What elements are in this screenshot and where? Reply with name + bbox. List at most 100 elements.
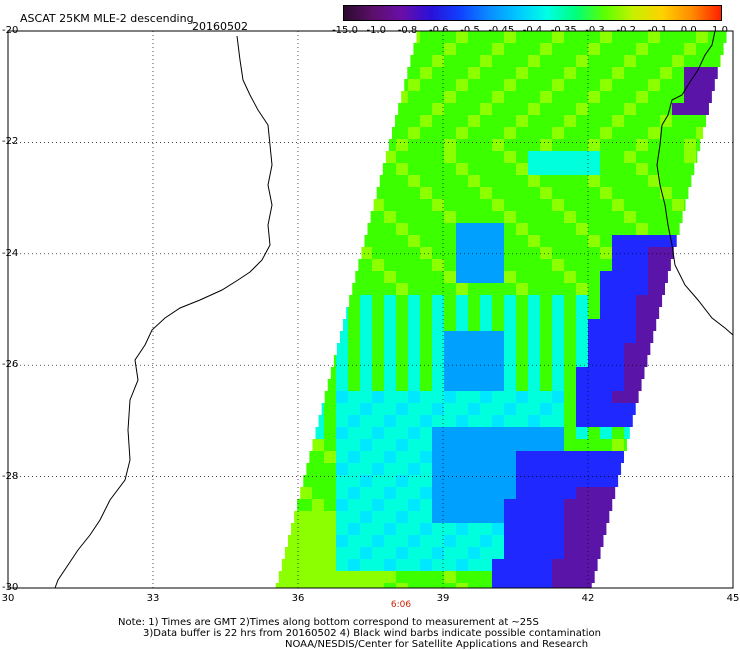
swath-cell: [468, 91, 480, 103]
swath-cell: [564, 451, 576, 463]
swath-cell: [492, 115, 504, 127]
swath-cell: [588, 247, 600, 259]
swath-cell: [444, 295, 456, 307]
product-title: ASCAT 25KM MLE-2 descending: [20, 12, 194, 25]
swath-cell: [432, 559, 444, 571]
swath-cell: [696, 127, 704, 139]
swath-cell: [540, 379, 552, 391]
swath-cell: [348, 475, 360, 487]
swath-cell: [396, 571, 408, 583]
swath-cell: [468, 571, 480, 583]
swath-cell: [492, 547, 504, 559]
swath-cell: [708, 103, 709, 115]
swath-cell: [696, 31, 708, 43]
swath-cell: [432, 247, 444, 259]
swath-cell: [456, 187, 468, 199]
swath-cell: [600, 319, 612, 331]
swath-cell: [564, 559, 576, 571]
swath-cell: [492, 211, 504, 223]
swath-cell: [600, 235, 612, 247]
swath-cell: [600, 307, 612, 319]
swath-cell: [588, 31, 600, 43]
swath-cell: [672, 199, 684, 211]
swath-cell: [396, 235, 408, 247]
swath-cell: [420, 499, 432, 511]
swath-cell: [516, 319, 528, 331]
swath-cell: [408, 355, 420, 367]
swath-cell: [372, 271, 384, 283]
swath-cell: [564, 79, 576, 91]
swath-cell: [588, 355, 600, 367]
swath-cell: [588, 271, 600, 283]
swath-cell: [396, 439, 408, 451]
swath-cell: [384, 175, 396, 187]
swath-cell: [388, 139, 396, 151]
swath-cell: [612, 439, 624, 451]
swath-cell: [324, 535, 336, 547]
swath-cell: [684, 163, 695, 175]
swath-cell: [492, 271, 504, 283]
swath-cell: [540, 451, 552, 463]
swath-cell: [384, 439, 396, 451]
swath-cell: [360, 451, 372, 463]
swath-cell: [648, 67, 660, 79]
swath-cell: [516, 247, 528, 259]
swath-cell: [468, 163, 480, 175]
swath-cell: [360, 379, 372, 391]
swath-cell: [564, 331, 576, 343]
swath-cell: [660, 163, 672, 175]
swath-cell: [444, 283, 456, 295]
swath-cell: [456, 271, 468, 283]
swath-cell: [348, 391, 360, 403]
swath-cell: [480, 379, 492, 391]
swath-cell: [348, 343, 360, 355]
swath-cell: [444, 235, 456, 247]
swath-cell: [468, 127, 480, 139]
swath-cell: [576, 355, 588, 367]
swath-cell: [624, 295, 636, 307]
swath-cell: [516, 79, 528, 91]
swath-cell: [600, 31, 612, 43]
swath-cell: [588, 343, 600, 355]
swath-cell: [600, 511, 610, 523]
swath-cell: [588, 223, 600, 235]
swath-cell: [648, 187, 660, 199]
swath-cell: [456, 523, 468, 535]
swath-cell: [444, 391, 456, 403]
swath-cell: [396, 559, 408, 571]
swath-cell: [456, 199, 468, 211]
swath-cell: [540, 523, 552, 535]
swath-cell: [660, 79, 672, 91]
swath-cell: [516, 331, 528, 343]
swath-cell: [444, 187, 456, 199]
swath-cell: [672, 163, 684, 175]
swath-cell: [396, 403, 408, 415]
swath-cell: [432, 211, 444, 223]
swath-cell: [432, 439, 444, 451]
swath-cell: [516, 427, 528, 439]
swath-cell: [516, 571, 528, 583]
swath-cell: [672, 187, 684, 199]
swath-cell: [372, 259, 384, 271]
swath-cell: [324, 511, 336, 523]
swath-cell: [312, 547, 324, 559]
swath-cell: [444, 55, 456, 67]
swath-cell: [372, 331, 384, 343]
swath-cell: [528, 91, 540, 103]
swath-cell: [540, 283, 552, 295]
swath-cell: [540, 427, 552, 439]
swath-cell: [636, 31, 648, 43]
swath-cell: [300, 571, 312, 583]
swath-cell: [396, 535, 408, 547]
swath-cell: [612, 247, 624, 259]
swath-cell: [576, 523, 588, 535]
swath-cell: [492, 91, 504, 103]
swath-cell: [612, 187, 624, 199]
swath-cell: [528, 199, 540, 211]
swath-cell: [360, 487, 372, 499]
swath-cell: [564, 535, 576, 547]
swath-cell: [516, 463, 528, 475]
swath-cell: [648, 31, 660, 43]
swath-cell: [408, 415, 420, 427]
swath-cell: [468, 583, 480, 588]
